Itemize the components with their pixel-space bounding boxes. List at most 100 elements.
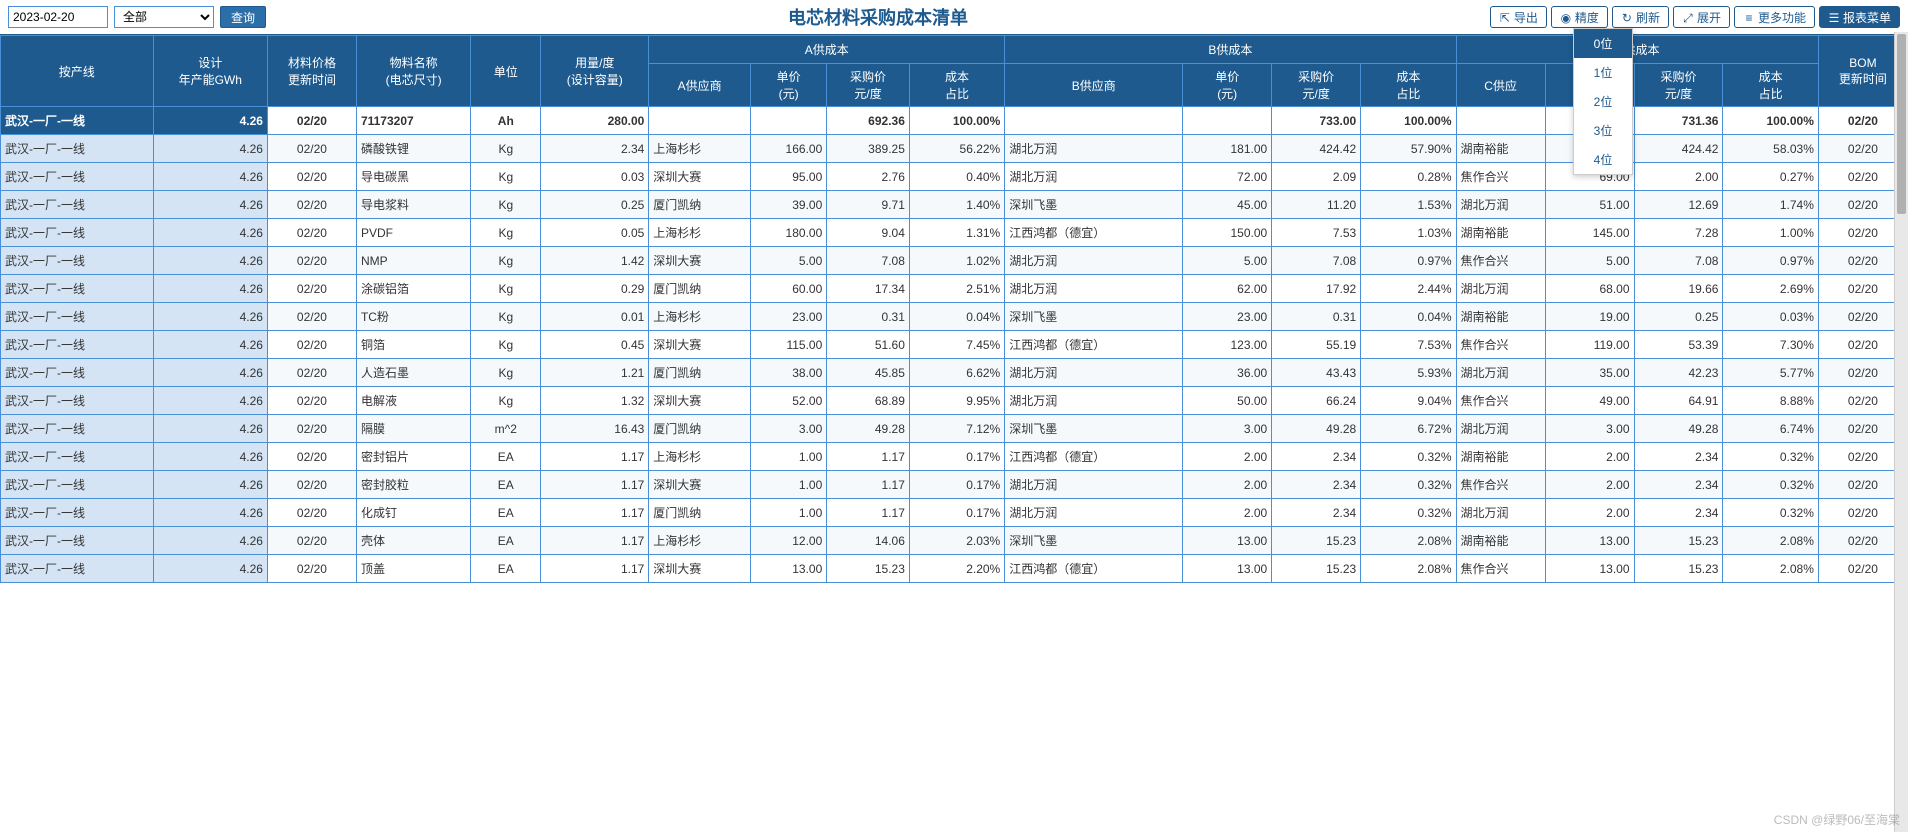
- refresh-button[interactable]: ↻刷新: [1612, 6, 1669, 28]
- more-button[interactable]: ≡更多功能: [1734, 6, 1815, 28]
- cell-rb: 100.00%: [1361, 107, 1456, 135]
- cell-sb: 湖北万润: [1005, 471, 1183, 499]
- expand-icon: ⤢: [1682, 11, 1694, 23]
- cell-ra: 0.04%: [909, 303, 1004, 331]
- cell-cb: 15.23: [1272, 555, 1361, 583]
- th-unit[interactable]: 单位: [471, 36, 541, 107]
- th-cost-b[interactable]: 采购价元/度: [1272, 64, 1361, 107]
- cell-pd: 02/20: [267, 499, 356, 527]
- th-group-c[interactable]: C供成本: [1456, 36, 1818, 64]
- cell-rc: 100.00%: [1723, 107, 1818, 135]
- th-cost-a[interactable]: 采购价元/度: [827, 64, 910, 107]
- expand-button[interactable]: ⤢展开: [1673, 6, 1730, 28]
- th-ratio-a[interactable]: 成本占比: [909, 64, 1004, 107]
- table-row[interactable]: 武汉-一厂-一线4.2602/20壳体EA1.17上海杉杉12.0014.062…: [1, 527, 1908, 555]
- cell-cap: 4.26: [153, 387, 267, 415]
- query-button[interactable]: 查询: [220, 6, 266, 28]
- table-row[interactable]: 武汉-一厂-一线4.2602/20顶盖EA1.17深圳大赛13.0015.232…: [1, 555, 1908, 583]
- th-capacity[interactable]: 设计年产能GWh: [153, 36, 267, 107]
- cell-pa: 1.00: [750, 499, 826, 527]
- table-row[interactable]: 武汉-一厂-一线4.2602/20导电浆料Kg0.25厦门凯纳39.009.71…: [1, 191, 1908, 219]
- table-row[interactable]: 武汉-一厂-一线4.2602/20化成钉EA1.17厦门凯纳1.001.170.…: [1, 499, 1908, 527]
- report-menu-button[interactable]: ☰报表菜单: [1819, 6, 1900, 28]
- cell-cb: 7.53: [1272, 219, 1361, 247]
- cell-sc: 焦作合兴: [1456, 387, 1545, 415]
- table-row[interactable]: 武汉-一厂-一线4.2602/20PVDFKg0.05上海杉杉180.009.0…: [1, 219, 1908, 247]
- cell-ra: 0.17%: [909, 499, 1004, 527]
- th-line[interactable]: 按产线: [1, 36, 154, 107]
- precision-option[interactable]: 0位: [1574, 29, 1632, 58]
- cell-cc: 19.66: [1634, 275, 1723, 303]
- th-price-b[interactable]: 单价(元): [1183, 64, 1272, 107]
- cell-sb: 江西鸿都（德宜）: [1005, 219, 1183, 247]
- cell-usage: 0.03: [541, 163, 649, 191]
- th-price-a[interactable]: 单价(元): [750, 64, 826, 107]
- cell-sa: 深圳大赛: [649, 331, 751, 359]
- cell-pb: 2.00: [1183, 471, 1272, 499]
- th-group-a[interactable]: A供成本: [649, 36, 1005, 64]
- cell-cap: 4.26: [153, 443, 267, 471]
- cell-rb: 6.72%: [1361, 415, 1456, 443]
- cell-pd: 02/20: [267, 191, 356, 219]
- cell-rb: 5.93%: [1361, 359, 1456, 387]
- th-supplier-b[interactable]: B供应商: [1005, 64, 1183, 107]
- th-ratio-b[interactable]: 成本占比: [1361, 64, 1456, 107]
- table-row[interactable]: 武汉-一厂-一线4.2602/20人造石墨Kg1.21厦门凯纳38.0045.8…: [1, 359, 1908, 387]
- th-material[interactable]: 物料名称(电芯尺寸): [356, 36, 470, 107]
- cell-unit: Kg: [471, 387, 541, 415]
- cell-pd: 02/20: [267, 163, 356, 191]
- cell-pd: 02/20: [267, 331, 356, 359]
- th-usage[interactable]: 用量/度(设计容量): [541, 36, 649, 107]
- cell-cc: 49.28: [1634, 415, 1723, 443]
- precision-button[interactable]: ◉精度: [1551, 6, 1608, 28]
- table-row[interactable]: 武汉-一厂-一线4.2602/20隔膜m^216.43厦门凯纳3.0049.28…: [1, 415, 1908, 443]
- cell-pa: 180.00: [750, 219, 826, 247]
- table-row[interactable]: 武汉-一厂-一线4.2602/20涂碳铝箔Kg0.29厦门凯纳60.0017.3…: [1, 275, 1908, 303]
- precision-option[interactable]: 4位: [1574, 145, 1632, 174]
- cell-pb: 72.00: [1183, 163, 1272, 191]
- cell-rc: 2.08%: [1723, 555, 1818, 583]
- cell-sb: 江西鸿都（德宜）: [1005, 555, 1183, 583]
- th-group-b[interactable]: B供成本: [1005, 36, 1456, 64]
- precision-option[interactable]: 2位: [1574, 87, 1632, 116]
- cell-pb: 5.00: [1183, 247, 1272, 275]
- cell-cap: 4.26: [153, 527, 267, 555]
- th-price-date[interactable]: 材料价格更新时间: [267, 36, 356, 107]
- th-supplier-c[interactable]: C供应: [1456, 64, 1545, 107]
- cell-pb: 2.00: [1183, 499, 1272, 527]
- table-row[interactable]: 武汉-一厂-一线4.2602/20密封胶粒EA1.17深圳大赛1.001.170…: [1, 471, 1908, 499]
- th-cost-c[interactable]: 采购价元/度: [1634, 64, 1723, 107]
- th-ratio-c[interactable]: 成本占比: [1723, 64, 1818, 107]
- date-input[interactable]: [8, 6, 108, 28]
- precision-option[interactable]: 1位: [1574, 58, 1632, 87]
- table-row[interactable]: 武汉-一厂-一线4.2602/20电解液Kg1.32深圳大赛52.0068.89…: [1, 387, 1908, 415]
- cell-cc: 2.00: [1634, 163, 1723, 191]
- cell-pa: 1.00: [750, 471, 826, 499]
- scrollbar-track[interactable]: [1894, 32, 1908, 832]
- cell-usage: 1.17: [541, 527, 649, 555]
- table-row[interactable]: 武汉-一厂-一线4.2602/20NMPKg1.42深圳大赛5.007.081.…: [1, 247, 1908, 275]
- cell-mat: 顶盖: [356, 555, 470, 583]
- table-row[interactable]: 武汉-一厂-一线4.2602/20TC粉Kg0.01上海杉杉23.000.310…: [1, 303, 1908, 331]
- filter-select[interactable]: 全部: [114, 6, 214, 28]
- table-row[interactable]: 武汉-一厂-一线4.2602/20密封铝片EA1.17上海杉杉1.001.170…: [1, 443, 1908, 471]
- cell-line: 武汉-一厂-一线: [1, 471, 154, 499]
- cell-cb: 2.34: [1272, 443, 1361, 471]
- cell-cb: 15.23: [1272, 527, 1361, 555]
- export-button[interactable]: ⇱导出: [1490, 6, 1547, 28]
- cell-cap: 4.26: [153, 471, 267, 499]
- cell-pc: 13.00: [1545, 527, 1634, 555]
- cell-line: 武汉-一厂-一线: [1, 387, 154, 415]
- table-row[interactable]: 武汉-一厂-一线4.2602/20铜箔Kg0.45深圳大赛115.0051.60…: [1, 331, 1908, 359]
- cell-pd: 02/20: [267, 387, 356, 415]
- cell-unit: Kg: [471, 275, 541, 303]
- scrollbar-thumb[interactable]: [1897, 34, 1906, 214]
- precision-option[interactable]: 3位: [1574, 116, 1632, 145]
- th-supplier-a[interactable]: A供应商: [649, 64, 751, 107]
- cell-ra: 0.17%: [909, 443, 1004, 471]
- cell-usage: 0.05: [541, 219, 649, 247]
- cell-sc: 焦作合兴: [1456, 555, 1545, 583]
- cell-sa: 深圳大赛: [649, 247, 751, 275]
- cell-ra: 7.45%: [909, 331, 1004, 359]
- cell-pd: 02/20: [267, 443, 356, 471]
